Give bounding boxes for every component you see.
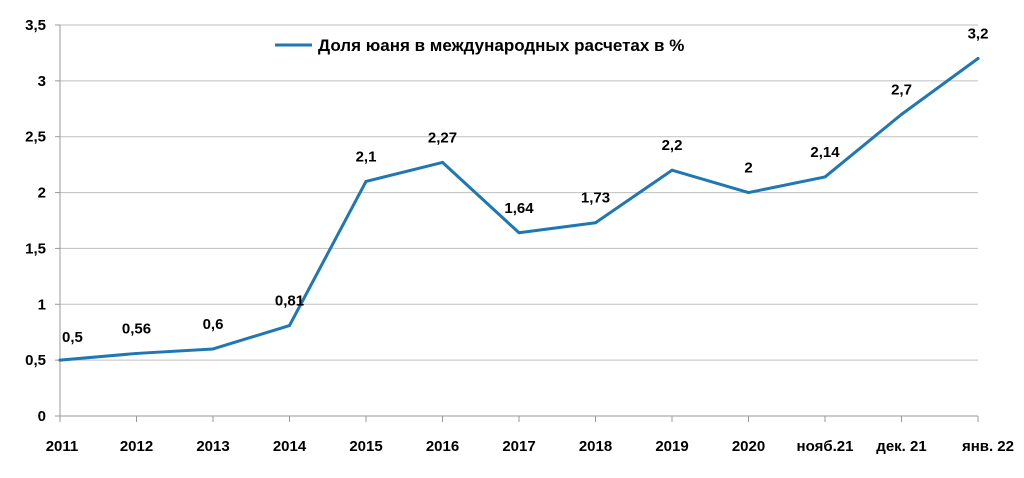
x-tick-label: 2014	[273, 438, 307, 455]
data-point	[211, 347, 215, 351]
x-tick-label: 2016	[426, 438, 459, 455]
x-tick-label: янв. 22	[962, 438, 1014, 455]
y-tick-label: 0,5	[25, 352, 46, 369]
data-point	[441, 160, 444, 164]
data-label: 3,2	[968, 26, 989, 43]
data-point	[670, 168, 674, 172]
x-tick-label: 2017	[502, 438, 535, 455]
y-tick-label: 1	[38, 296, 46, 313]
plot-area	[60, 25, 978, 416]
y-tick-label: 2,5	[25, 129, 46, 146]
data-point	[517, 231, 521, 235]
legend: Доля юаня в международных расчетах в %	[275, 36, 684, 55]
data-label: 2	[744, 160, 752, 177]
data-label: 0,56	[122, 320, 151, 337]
x-tick-label: 2018	[579, 438, 612, 455]
data-point	[594, 221, 597, 225]
y-tick-label: 3,5	[25, 17, 46, 34]
data-point	[976, 57, 980, 61]
data-point	[135, 351, 138, 355]
x-tick-label: 2019	[655, 438, 688, 455]
data-point	[747, 191, 750, 195]
data-label: 2,27	[428, 129, 457, 146]
data-label: 1,73	[581, 190, 610, 207]
data-label: 1,64	[504, 200, 534, 217]
data-label: 2,1	[356, 148, 377, 165]
x-tick-label: 2011	[46, 438, 79, 455]
data-labels: 0,5 0,56 0,6 0,81 2,1 2,27 1,64 1,73 2,2 2 2,14 2,7…	[62, 26, 988, 347]
data-point	[823, 175, 827, 179]
x-tick-label: 2012	[120, 438, 153, 455]
y-tick-label: 0	[38, 408, 46, 425]
data-point	[288, 324, 291, 328]
x-tick-label: дек. 21	[876, 438, 926, 455]
y-tick-label: 2	[38, 185, 46, 202]
y-tick-label: 1,5	[25, 240, 46, 257]
data-label: 0,6	[203, 316, 224, 333]
data-label: 0,81	[275, 293, 304, 310]
y-tick-label: 3	[38, 73, 46, 90]
data-label: 0,5	[62, 329, 83, 346]
series-layer	[58, 57, 980, 362]
data-point	[364, 179, 368, 183]
data-label: 2,2	[662, 137, 683, 154]
data-point	[900, 112, 903, 116]
x-tick-label: 2013	[196, 438, 229, 455]
data-label: 2,14	[810, 144, 840, 161]
legend-label: Доля юаня в международных расчетах в %	[318, 36, 684, 55]
x-tick-label: 2015	[349, 438, 382, 455]
x-tick-label: нояб.21	[797, 438, 854, 455]
axes: 0 0,5 1 1,5 2 2,5 3 3,5 2011 2012 2013 2014 2015 2016…	[25, 17, 1014, 455]
data-point	[58, 358, 62, 362]
data-label: 2,7	[891, 81, 912, 98]
x-tick-label: 2020	[732, 438, 765, 455]
gridlines	[60, 24, 978, 361]
